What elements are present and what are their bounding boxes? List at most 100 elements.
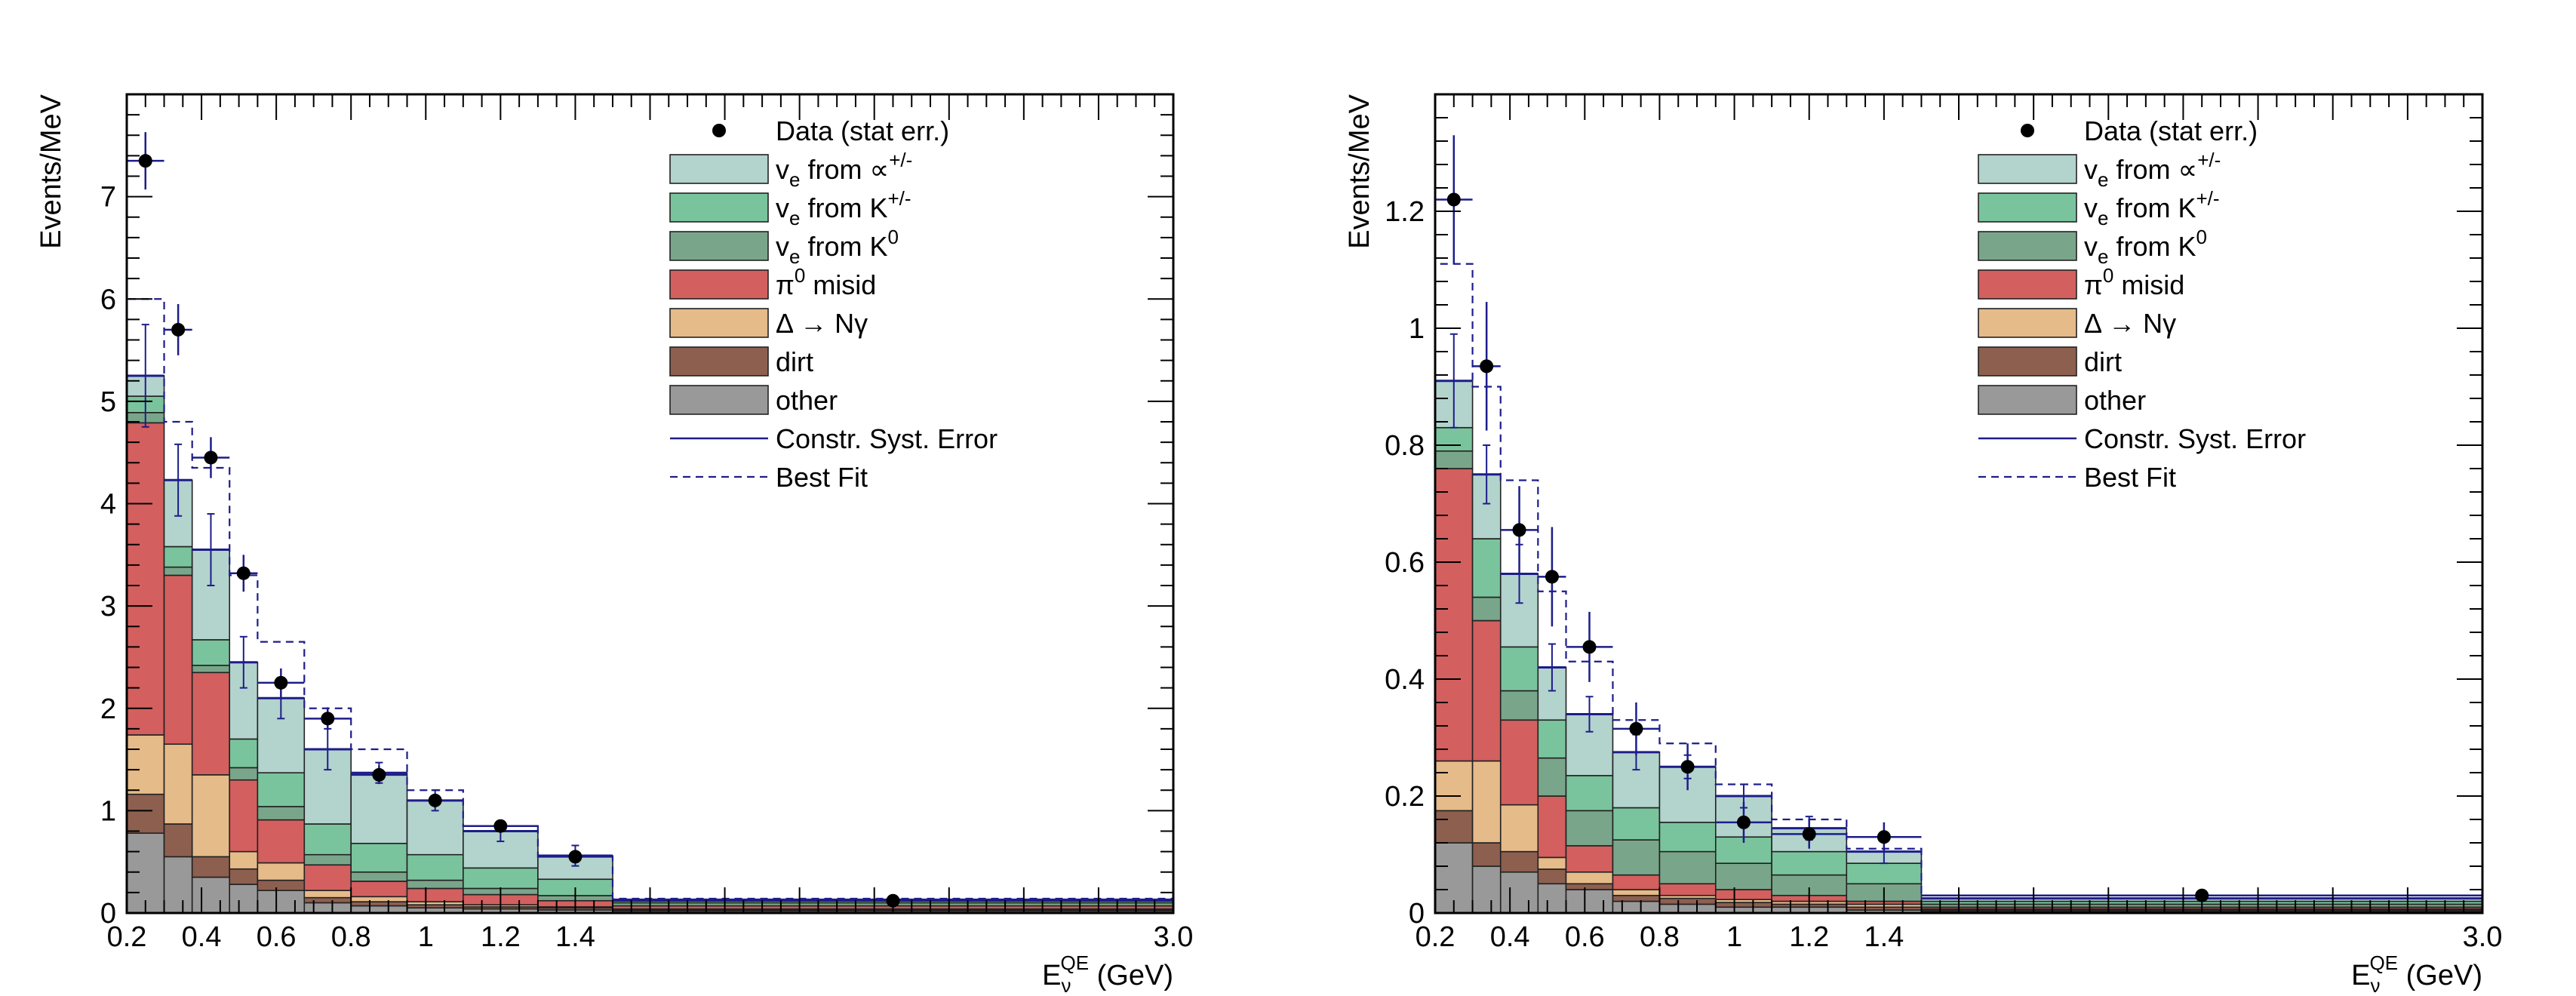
x-tick-label: 0.6: [257, 921, 297, 953]
bar--0-misid-bin-1: [1471, 619, 1502, 762]
legend-swatch: [1978, 308, 2077, 338]
bar-dirt-bin-2: [191, 856, 231, 878]
x-tick-label: 0.2: [1416, 921, 1456, 953]
bar-dirt-bin-2: [1499, 850, 1539, 873]
x-axis-title-main: E: [1042, 960, 1061, 991]
legend-label: other: [776, 385, 838, 416]
bar--e-from-k0-bin-4: [1565, 810, 1614, 847]
bar--e-from-k--bin-7: [406, 853, 464, 881]
legend-label: ve from K+/-: [2084, 187, 2220, 229]
y-tick-label: 1: [100, 795, 116, 827]
legend-item: ve from ∝+/-: [1978, 149, 2221, 191]
y-tick-label: 7: [100, 182, 116, 214]
legend-swatch: [669, 346, 769, 377]
bar-other-bin-6: [1658, 903, 1717, 914]
legend-item: Δ → Nγ: [1978, 308, 2176, 339]
bar--0-misid-bin-7: [406, 887, 464, 902]
y-tick-label: 1: [1409, 313, 1425, 345]
legend-label: ve from K0: [776, 226, 899, 268]
bar--e-from-k0-bin-2: [191, 664, 231, 674]
bar--e-from--bin-6: [350, 772, 408, 844]
data-point-7: [1736, 815, 1751, 829]
bar--n--bin-5: [1612, 889, 1661, 896]
x-axis-title-unit: (GeV): [1089, 960, 1173, 991]
chart-panel-1: 0 1 2 3 4 5 6 7 0.2 0.4 0.6 0.8 1 1.2 1.4 3.0 Events/MeV…: [35, 93, 1194, 996]
data-point-6: [372, 767, 386, 782]
legend-item: ve from ∝+/-: [669, 149, 912, 191]
bar--n--bin-1: [1471, 760, 1502, 844]
bar-dirt-bin-4: [257, 879, 306, 891]
y-tick-label: 0.4: [1385, 664, 1425, 696]
legend-item: π0 misid: [669, 264, 876, 300]
data-point-9: [568, 850, 583, 864]
legend-swatch: [1978, 231, 2077, 261]
legend-label: Data (stat err.): [2084, 115, 2258, 146]
bar-other-bin-4: [1565, 889, 1614, 914]
data-point-8: [493, 819, 508, 833]
legend-swatch: [669, 385, 769, 415]
bar--n--bin-2: [1499, 804, 1539, 853]
data-point-7: [428, 793, 442, 807]
x-tick-label: 0.2: [107, 921, 147, 953]
bar--n--bin-4: [1565, 871, 1614, 885]
y-tick-label: 3: [100, 591, 116, 622]
bar--e-from-k0-bin-3: [229, 767, 259, 781]
bar--n--bin-0: [1434, 760, 1474, 812]
data-point-10: [2195, 888, 2209, 902]
legend-item: dirt: [1978, 346, 2122, 377]
legend-item: dirt: [669, 346, 813, 377]
bar--e-from-k--bin-3: [229, 738, 259, 769]
bar--0-misid-bin-5: [1612, 874, 1661, 890]
legend-item: Best Fit: [670, 462, 868, 493]
bar--n--bin-6: [350, 896, 408, 902]
legend-label: Δ → Nγ: [2084, 308, 2176, 339]
legend-swatch: [669, 231, 769, 261]
x-tick-label: 1: [1726, 921, 1742, 953]
bar--e-from-k0-bin-7: [1714, 862, 1772, 890]
bar--e-from-k--bin-6: [350, 842, 408, 873]
legend-item: Data (stat err.): [712, 115, 949, 146]
bar-dirt-bin-5: [1612, 894, 1661, 902]
legend-data-marker: [712, 124, 726, 137]
bar--e-from-k--bin-6: [1658, 822, 1717, 853]
legend-item: Δ → Nγ: [669, 308, 868, 339]
x-tick-label: 0.6: [1565, 921, 1605, 953]
legend-label: ve from K0: [2084, 226, 2207, 268]
bar-dirt-bin-1: [1471, 842, 1502, 867]
data-point-2: [1512, 523, 1526, 537]
bar--n--bin-0: [126, 734, 165, 795]
bar--e-from-k0-bin-3: [1537, 757, 1567, 797]
bar--e-from-k--bin-2: [191, 639, 231, 666]
bar-other-bin-0: [126, 832, 165, 914]
legend-item: Best Fit: [1978, 462, 2176, 493]
data-point-2: [204, 450, 218, 465]
y-tick-label: 2: [100, 693, 116, 725]
data-point-4: [274, 675, 288, 690]
x-tick-label: 0.4: [1490, 921, 1530, 953]
data-point-0: [138, 154, 152, 168]
data-point-3: [236, 566, 251, 580]
bar--e-from-k--bin-5: [303, 823, 352, 856]
bar--e-from-k0-bin-6: [350, 871, 408, 882]
legend-swatch: [669, 192, 769, 223]
y-tick-label: 5: [100, 386, 116, 418]
bar--e-from-k0-bin-7: [406, 879, 464, 890]
bar--n--bin-3: [229, 850, 259, 870]
data-point-3: [1545, 570, 1559, 584]
y-tick-label: 0: [100, 898, 116, 930]
bar--0-misid-bin-6: [350, 881, 408, 898]
x-tick-label: 3.0: [1154, 921, 1194, 953]
bar--0-misid-bin-4: [257, 819, 306, 864]
bar--e-from-k--bin-8: [463, 867, 539, 890]
chart-panel-2: 00.20.40.60.811.20.2 0.4 0.6 0.8 1 1.2 1.4 3.0E…: [1344, 93, 2502, 996]
bar--e-from-k--bin-1: [1471, 538, 1502, 598]
bar-other-bin-1: [1471, 865, 1502, 914]
y-tick-label: 1.2: [1385, 196, 1425, 228]
bar-other-bin-3: [229, 884, 259, 914]
x-axis-title-sub: ν: [1062, 974, 1071, 996]
bar-dirt-bin-4: [1565, 883, 1614, 890]
legend-data-marker: [2021, 124, 2034, 137]
legend-label: Best Fit: [776, 462, 868, 493]
bar--e-from-k--bin-4: [1565, 775, 1614, 812]
